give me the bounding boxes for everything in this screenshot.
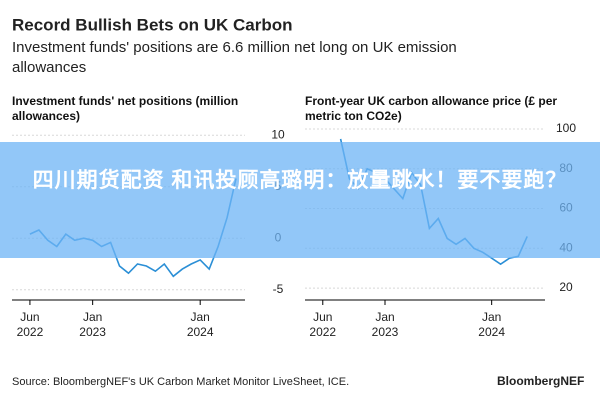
x-tick-label: Jan 2024 (478, 310, 505, 339)
y-tick-label: 10 (271, 127, 285, 141)
source: Source: BloombergNEF's UK Carbon Market … (12, 376, 349, 388)
subtitle: Investment funds' positions are 6.6 mill… (12, 39, 457, 76)
banner: 四川期货配资 和讯投顾高璐明：放量跳水！要不要跑？ (0, 142, 600, 258)
x-tick-label: Jun 2022 (309, 310, 337, 339)
x-tick-label: Jan 2023 (79, 310, 106, 339)
y-tick-label: 20 (559, 280, 573, 294)
x-tick-label: Jun 2022 (16, 310, 44, 339)
brand: BloombergNEF (497, 374, 584, 388)
x-tick-label: Jan 2023 (371, 310, 399, 339)
panel-title: Investment funds' net positions (million… (12, 94, 239, 123)
x-tick-label: Jan 2024 (186, 310, 214, 339)
y-tick-label: -5 (273, 282, 284, 296)
y-tick-label: 100 (556, 121, 576, 135)
panel-title: Front-year UK carbon allowance price (£ … (305, 94, 558, 123)
banner-text: 四川期货配资 和讯投顾高璐明：放量跳水！要不要跑？ (32, 169, 568, 192)
page-title: Record Bullish Bets on UK Carbon (12, 15, 293, 34)
